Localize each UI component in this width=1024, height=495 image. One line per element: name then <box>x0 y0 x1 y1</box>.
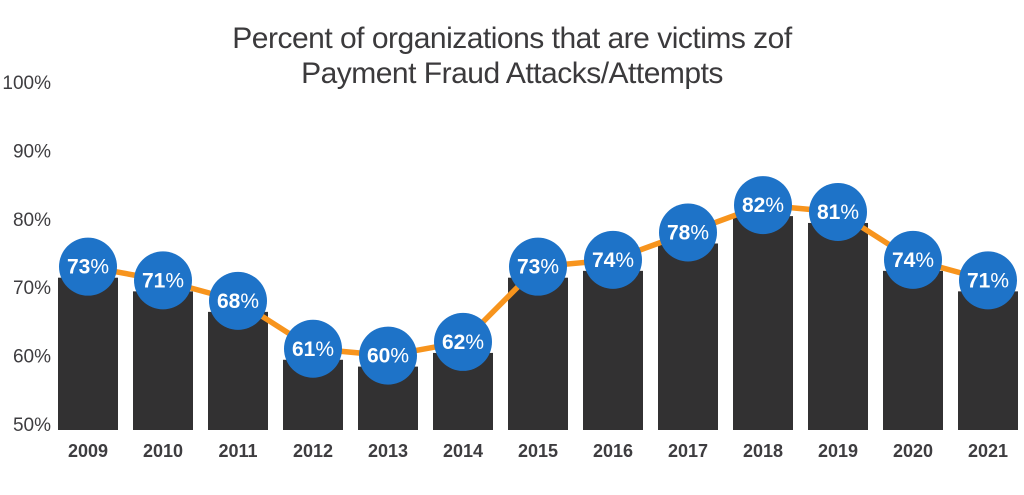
data-point-circle-2010 <box>134 251 192 310</box>
data-point-circle-2016 <box>584 230 642 289</box>
x-axis-label-2010: 2010 <box>143 441 183 461</box>
data-point-circle-2015 <box>509 237 567 296</box>
data-point-circle-2019 <box>809 182 867 241</box>
chart-title: Percent of organizations that are victim… <box>0 21 1024 91</box>
data-point-label-2017: 78% <box>667 221 709 244</box>
data-point-label-2012: 61% <box>292 338 334 361</box>
x-axis-label-2016: 2016 <box>593 441 633 461</box>
data-point-label-2014: 62% <box>442 331 484 354</box>
data-point-label-2018: 82% <box>742 194 784 217</box>
data-point-label-2019: 81% <box>817 201 859 224</box>
x-axis-label-2013: 2013 <box>368 441 408 461</box>
y-axis-label-90: 90% <box>13 141 51 162</box>
data-point-circle-2013 <box>359 326 417 385</box>
y-axis-label-60: 60% <box>13 347 51 368</box>
data-point-circle-2018 <box>734 176 792 235</box>
data-point-label-2013: 60% <box>367 345 409 368</box>
x-axis-label-2017: 2017 <box>668 441 708 461</box>
bar-2011 <box>208 311 268 430</box>
chart-title-line2: Payment Fraud Attacks/Attempts <box>301 57 723 90</box>
y-axis-label-80: 80% <box>13 210 51 231</box>
bar-2019 <box>808 222 868 430</box>
y-axis-label-70: 70% <box>13 278 51 299</box>
x-axis-label-2009: 2009 <box>68 441 108 461</box>
data-point-circle-2011 <box>209 271 267 330</box>
data-point-label-2009: 73% <box>67 256 109 279</box>
data-point-label-2016: 74% <box>592 249 634 272</box>
bar-2020 <box>883 270 943 430</box>
bar-2016 <box>583 270 643 430</box>
data-point-label-2015: 73% <box>517 256 559 279</box>
x-axis-label-2021: 2021 <box>968 441 1008 461</box>
x-axis-label-2011: 2011 <box>218 441 257 461</box>
data-point-circle-2017 <box>659 203 717 262</box>
data-point-label-2021: 71% <box>967 269 1009 292</box>
x-axis-label-2015: 2015 <box>518 441 558 461</box>
bar-2017 <box>658 243 718 430</box>
bar-2010 <box>133 291 193 430</box>
data-point-circle-2009 <box>59 237 117 296</box>
y-axis-label-100: 100% <box>2 73 51 94</box>
data-point-circle-2014 <box>434 312 492 371</box>
data-point-label-2011: 68% <box>217 290 259 313</box>
x-axis-label-2012: 2012 <box>293 441 333 461</box>
data-point-label-2020: 74% <box>892 249 934 272</box>
data-point-circle-2021 <box>959 251 1017 310</box>
x-axis-label-2019: 2019 <box>818 441 858 461</box>
bar-2021 <box>958 291 1018 430</box>
x-axis-label-2018: 2018 <box>743 441 783 461</box>
data-point-circle-2020 <box>884 230 942 289</box>
y-axis-label-50: 50% <box>13 415 51 436</box>
bar-2015 <box>508 277 568 430</box>
chart-title-line1: Percent of organizations that are victim… <box>232 22 792 55</box>
bar-2018 <box>733 216 793 430</box>
data-point-label-2010: 71% <box>142 269 184 292</box>
x-axis-label-2020: 2020 <box>893 441 933 461</box>
bar-2009 <box>58 277 118 430</box>
x-axis-label-2014: 2014 <box>443 441 483 461</box>
data-point-circle-2012 <box>284 319 342 378</box>
